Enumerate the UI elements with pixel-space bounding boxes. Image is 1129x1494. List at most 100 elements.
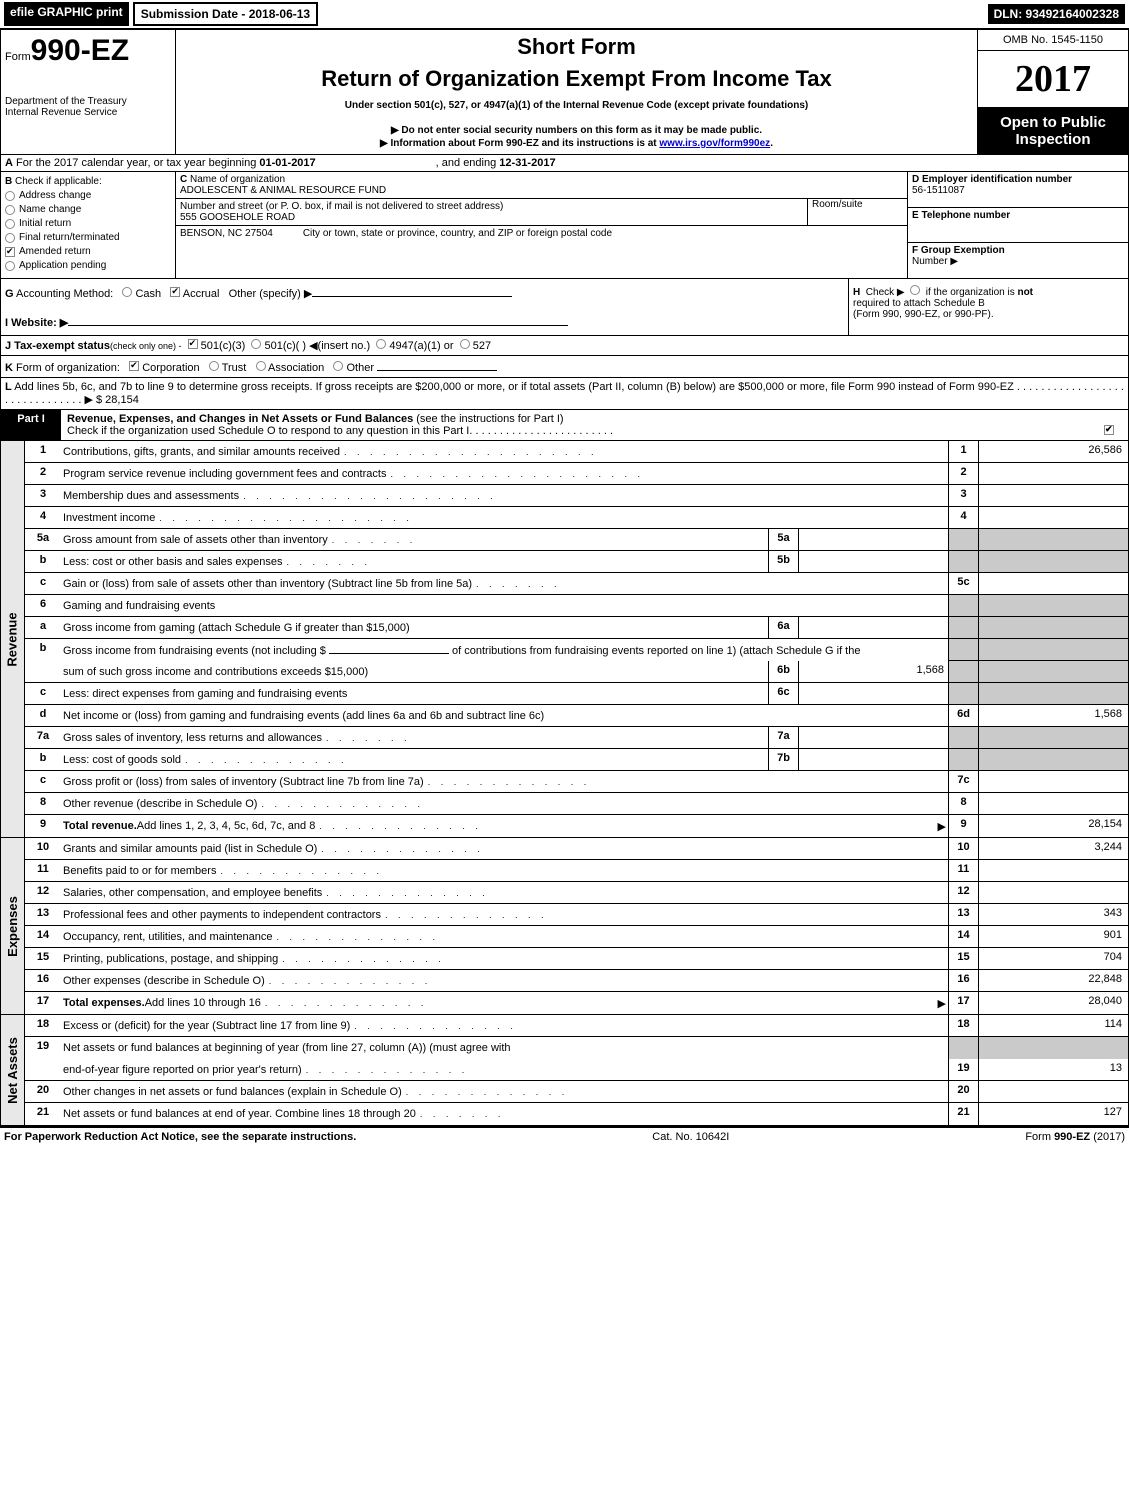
line-num: b (25, 551, 61, 572)
line-mid-num: 7b (768, 749, 798, 770)
row-j-tax-exempt: J Tax-exempt status(check only one) - 50… (1, 336, 1128, 356)
line-4: 4 Investment income. . . . . . . . . . .… (25, 507, 1128, 529)
open-line1: Open to Public (980, 114, 1126, 131)
gray-cell (948, 661, 978, 682)
line-desc: Net assets or fund balances at end of ye… (63, 1108, 416, 1120)
line-num: 17 (25, 992, 61, 1014)
line-value (978, 793, 1128, 814)
website-field[interactable] (68, 314, 568, 326)
line-6d: d Net income or (loss) from gaming and f… (25, 705, 1128, 727)
check-final-return[interactable]: Final return/terminated (5, 232, 171, 243)
line-end-num: 1 (948, 441, 978, 462)
line-desc: Printing, publications, postage, and shi… (63, 953, 278, 965)
line-value (978, 771, 1128, 792)
radio-icon (5, 191, 15, 201)
expenses-text: Expenses (5, 896, 20, 957)
checkbox-icon (5, 247, 15, 257)
h-text3: required to attach Schedule B (853, 298, 1124, 309)
line-value: 901 (978, 926, 1128, 947)
short-form-label: Short Form (180, 34, 973, 60)
check-amended-return[interactable]: Amended return (5, 246, 171, 257)
line-num: 9 (25, 815, 61, 837)
schedule-o-check[interactable] (1104, 425, 1114, 435)
line-12: 12 Salaries, other compensation, and emp… (25, 882, 1128, 904)
check-label: Initial return (19, 218, 71, 229)
check-name-change[interactable]: Name change (5, 204, 171, 215)
line-2: 2 Program service revenue including gove… (25, 463, 1128, 485)
line-num: 12 (25, 882, 61, 903)
line-value (978, 573, 1128, 594)
radio-icon[interactable] (460, 339, 470, 349)
line-end-num: 14 (948, 926, 978, 947)
gray-cell (978, 749, 1128, 770)
checkbox-icon[interactable] (170, 287, 180, 297)
dots: . . . . . . . . . . . . . (385, 910, 946, 920)
page-footer: For Paperwork Reduction Act Notice, see … (0, 1126, 1129, 1146)
gray-cell (978, 1037, 1128, 1059)
dots: . . . . . . . . . . . . . (261, 799, 946, 809)
line-20: 20 Other changes in net assets or fund b… (25, 1081, 1128, 1103)
open-to-public: Open to Public Inspection (978, 108, 1128, 154)
line-num: 5a (25, 529, 61, 550)
line-desc: Gross sales of inventory, less returns a… (63, 732, 322, 744)
line-num: 14 (25, 926, 61, 947)
row-a-mid: , and ending (436, 157, 500, 169)
dots: . . . . . . . . . . . . . (277, 932, 946, 942)
irs-link[interactable]: www.irs.gov/form990ez (659, 138, 770, 149)
check-address-change[interactable]: Address change (5, 190, 171, 201)
fundraising-amount-field[interactable] (329, 642, 449, 654)
gray-cell (948, 617, 978, 638)
row-k-form-org: K Form of organization: Corporation Trus… (1, 356, 1128, 378)
dots: . . . . . . . (326, 733, 766, 743)
gray-cell (978, 529, 1128, 550)
radio-icon[interactable] (251, 339, 261, 349)
line-end-num: 4 (948, 507, 978, 528)
open-line2: Inspection (980, 131, 1126, 148)
opt-527: 527 (473, 340, 491, 352)
line-value (978, 860, 1128, 881)
line-19-1: 19 Net assets or fund balances at beginn… (25, 1037, 1128, 1059)
check-initial-return[interactable]: Initial return (5, 218, 171, 229)
form-prefix: Form (5, 51, 31, 63)
line-5b: b Less: cost or other basis and sales ex… (25, 551, 1128, 573)
check-label: Application pending (19, 260, 106, 271)
line-11: 11 Benefits paid to or for members. . . … (25, 860, 1128, 882)
line-mid-num: 5a (768, 529, 798, 550)
org-name: ADOLESCENT & ANIMAL RESOURCE FUND (180, 185, 903, 196)
other-specify-field[interactable] (312, 285, 512, 297)
line-desc: Occupancy, rent, utilities, and maintena… (63, 931, 273, 943)
dots: . . . . . . . . . . . . . (406, 1087, 946, 1097)
info-grid: B Check if applicable: Address change Na… (1, 172, 1128, 279)
line-9-total-revenue: 9 Total revenue. Add lines 1, 2, 3, 4, 5… (25, 815, 1128, 837)
dots: . . . . . . . . . . . . . (321, 844, 946, 854)
radio-icon[interactable] (256, 361, 266, 371)
line-end-num: 11 (948, 860, 978, 881)
row-g-h: G Accounting Method: Cash Accrual Other … (1, 279, 1128, 336)
form-ref-pre: Form (1025, 1131, 1054, 1143)
line-desc: Professional fees and other payments to … (63, 909, 381, 921)
h-text4: (Form 990, 990-EZ, or 990-PF). (853, 309, 1124, 320)
check-application-pending[interactable]: Application pending (5, 260, 171, 271)
line-mid-num: 5b (768, 551, 798, 572)
line-num: a (25, 617, 61, 638)
line-desc: Less: cost of goods sold (63, 754, 181, 766)
telephone-label: E Telephone number (912, 210, 1124, 221)
checkbox-icon[interactable] (188, 339, 198, 349)
revenue-text: Revenue (5, 612, 20, 666)
radio-icon[interactable] (333, 361, 343, 371)
radio-icon[interactable] (122, 287, 132, 297)
radio-icon[interactable] (376, 339, 386, 349)
line-value: 1,568 (978, 705, 1128, 726)
form-number: 990-EZ (31, 34, 129, 67)
efile-badge[interactable]: efile GRAPHIC print (4, 2, 129, 26)
line-value: 114 (978, 1015, 1128, 1036)
other-org-field[interactable] (377, 359, 497, 371)
checkbox-icon[interactable] (129, 361, 139, 371)
radio-icon[interactable] (910, 285, 920, 295)
opt-corporation: Corporation (142, 362, 199, 374)
gray-cell (978, 661, 1128, 682)
line-num: c (25, 573, 61, 594)
radio-icon[interactable] (209, 361, 219, 371)
dots: . . . . . . . . . . . . . (269, 976, 946, 986)
line-desc: Add lines 10 through 16 (145, 997, 261, 1009)
